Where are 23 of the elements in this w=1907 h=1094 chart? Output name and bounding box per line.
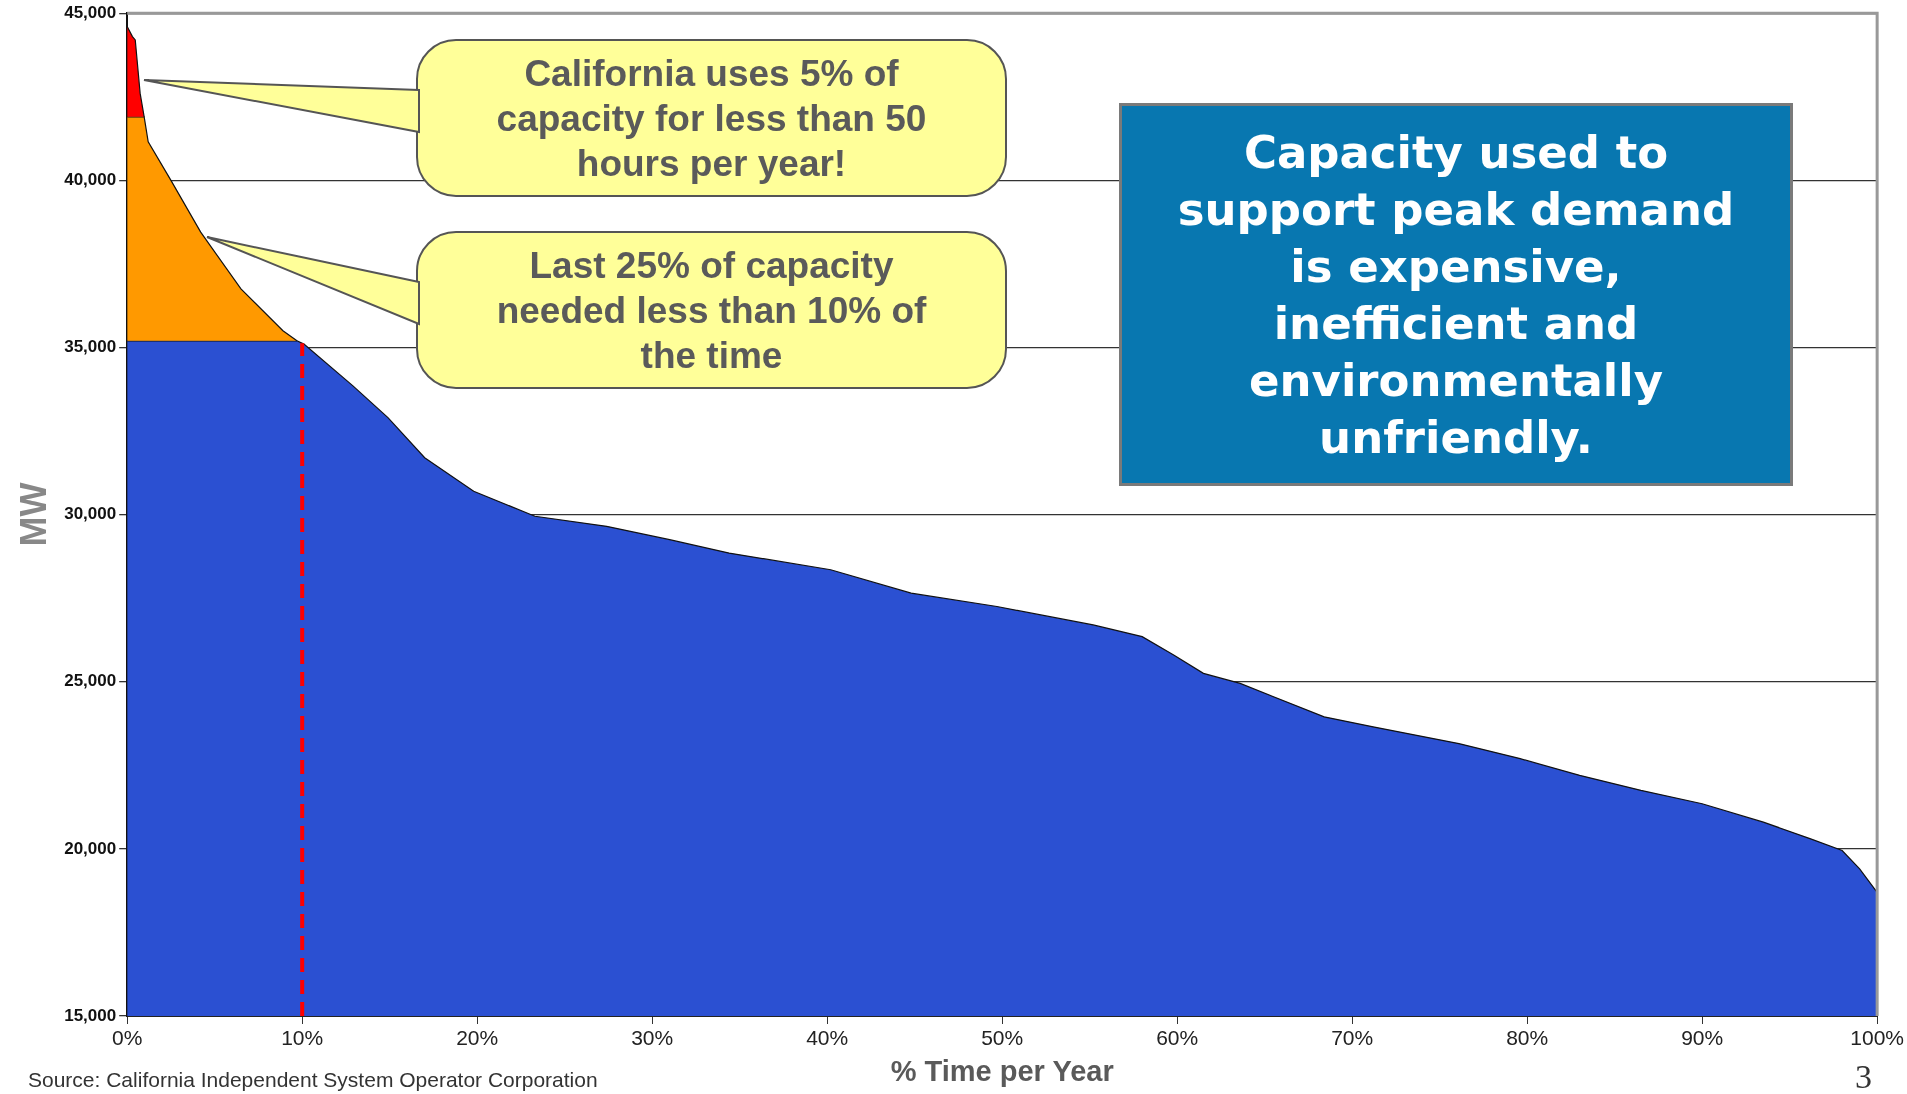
source-note: Source: California Independent System Operator Corporation [28,1068,598,1092]
y-axis-title: MW [12,482,54,547]
y-tick-label: 15,000 [64,1005,117,1025]
x-tick-label: 50% [981,1026,1024,1050]
x-tick-label: 70% [1331,1026,1374,1050]
x-tick-label: 90% [1681,1026,1724,1050]
x-tick-label: 60% [1156,1026,1199,1050]
x-tick-label: 40% [806,1026,849,1050]
annotation: Capacity used to support peak demand is expensive, inefficient and environmentally unfriendly. [1119,103,1793,486]
x-tick-label: 10% [281,1026,324,1050]
x-tick-label: 0% [112,1026,143,1050]
x-tick-label: 80% [1506,1026,1549,1050]
x-axis-title: % Time per Year [890,1054,1114,1087]
x-tick-label: 100% [1850,1026,1904,1050]
y-tick-label: 25,000 [64,671,117,691]
y-tick-label: 40,000 [64,170,117,190]
text: 3 [1855,1058,1872,1094]
x-tick-label: 20% [456,1026,499,1050]
x-tick-label: 30% [631,1026,674,1050]
y-tick-label: 45,000 [64,2,117,22]
y-tick-label: 35,000 [64,337,117,357]
y-tick-label: 30,000 [64,504,117,524]
y-tick-label: 20,000 [64,838,117,858]
